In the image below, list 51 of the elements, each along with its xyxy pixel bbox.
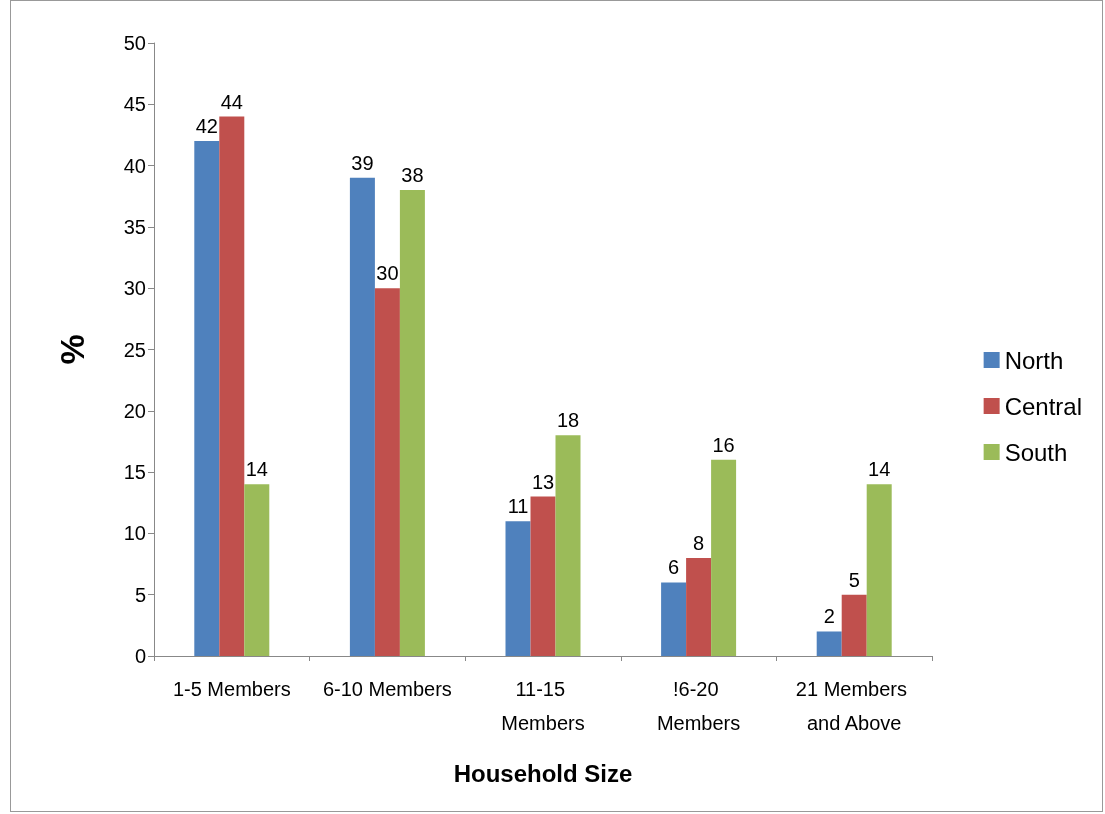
data-label: 38 <box>401 164 424 187</box>
x-tick-label: 11-15 Members <box>501 678 585 734</box>
bar <box>661 582 687 656</box>
bar <box>866 484 892 656</box>
bar <box>530 496 556 656</box>
x-tick-label: !6-20 Members <box>656 678 741 734</box>
data-label: 11 <box>507 495 529 518</box>
bar <box>505 521 531 656</box>
data-label: 14 <box>868 458 891 481</box>
data-label: 6 <box>668 556 680 579</box>
legend-label: Central <box>1004 392 1083 420</box>
data-label: 13 <box>531 470 555 493</box>
y-tick-label: 25 <box>123 338 146 361</box>
y-tick-label: 50 <box>123 32 146 54</box>
data-label: 2 <box>823 605 835 628</box>
bar <box>711 459 737 656</box>
data-label: 8 <box>693 531 705 554</box>
bar <box>349 177 375 656</box>
bar <box>816 631 842 656</box>
bar <box>686 557 712 656</box>
x-tick-label: 1-5 Members <box>172 678 291 700</box>
y-tick-label: 20 <box>123 399 146 422</box>
data-label: 30 <box>376 262 399 285</box>
y-tick-label: 40 <box>123 154 146 177</box>
x-axis-title: Household Size <box>453 759 633 787</box>
x-tick-label: 21 Members and Above <box>795 678 913 734</box>
data-label: 16 <box>712 433 735 456</box>
y-tick-label: 10 <box>123 522 146 545</box>
bar <box>555 435 581 656</box>
y-tick-label: 30 <box>123 277 146 300</box>
data-label: 44 <box>220 90 243 113</box>
data-label: 39 <box>351 151 374 174</box>
y-tick-label: 0 <box>134 645 146 667</box>
y-tick-label: 15 <box>123 461 146 484</box>
bar <box>244 484 270 656</box>
bar <box>194 141 220 656</box>
legend-label: North <box>1004 346 1064 374</box>
y-tick-label: 45 <box>123 93 146 116</box>
data-label: 18 <box>556 409 580 432</box>
data-label: 42 <box>195 115 218 138</box>
y-tick-label: 5 <box>134 583 146 606</box>
bar <box>841 594 867 656</box>
bar <box>374 288 400 656</box>
x-tick-label: 6-10 Members <box>322 678 452 700</box>
y-axis-title: % <box>53 334 91 365</box>
data-label: 14 <box>245 458 268 481</box>
data-label: 5 <box>848 568 860 591</box>
bar <box>399 190 425 656</box>
legend-label: South <box>1004 438 1068 466</box>
bar <box>219 116 245 656</box>
y-tick-label: 35 <box>123 215 146 238</box>
